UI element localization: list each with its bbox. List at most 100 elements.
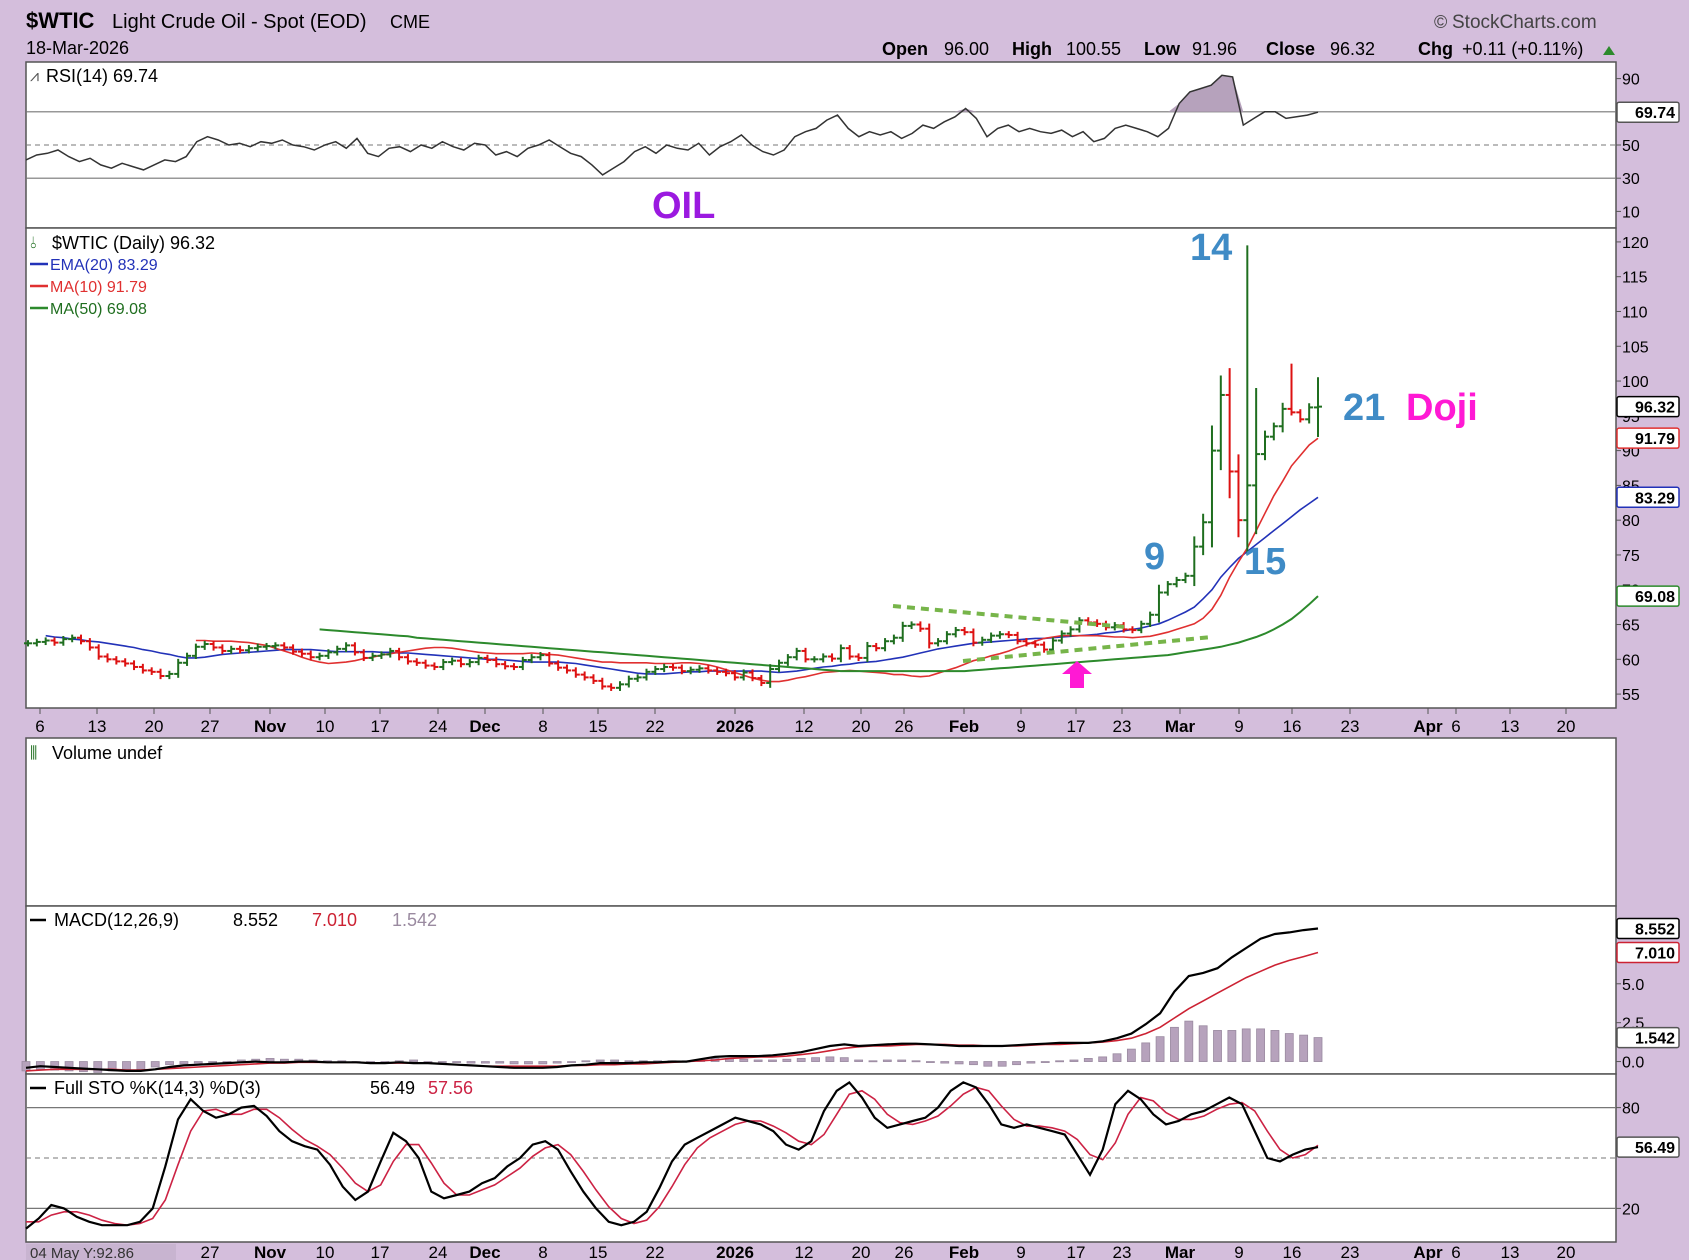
macd-histogram-bar bbox=[1170, 1026, 1179, 1062]
ma50-legend: MA(50) 69.08 bbox=[50, 301, 147, 318]
macd-histogram-bar bbox=[1299, 1034, 1309, 1062]
ohlc-bar bbox=[934, 638, 943, 647]
ohlc-bar bbox=[94, 644, 103, 660]
ohlc-bar bbox=[783, 654, 792, 666]
annotation-14: 14 bbox=[1190, 227, 1232, 269]
price-x-tick-label: 12 bbox=[795, 717, 814, 736]
price-tick-label-75: 75 bbox=[1622, 548, 1640, 565]
price-x-tick-label: Apr bbox=[1413, 717, 1443, 736]
bottom-x-tick-label: 17 bbox=[1067, 1243, 1086, 1260]
macd-histogram-bar bbox=[495, 1061, 505, 1064]
macd-histogram-bar bbox=[610, 1059, 619, 1062]
ohlc-bar bbox=[324, 649, 333, 659]
ohlc-bar bbox=[854, 653, 863, 662]
ohlc-bar bbox=[704, 665, 713, 674]
bottom-x-tick-label: 9 bbox=[1016, 1243, 1025, 1260]
ohlc-bar bbox=[350, 642, 359, 656]
macd-histogram-bar bbox=[1069, 1059, 1079, 1062]
bottom-x-tick-label: Dec bbox=[469, 1243, 500, 1260]
ohlc-bar bbox=[1066, 626, 1075, 637]
ohlc-bar bbox=[1287, 363, 1296, 416]
ohlc-bar bbox=[68, 634, 77, 643]
macd-histogram-bar bbox=[567, 1061, 576, 1063]
ma50-last-tag-box bbox=[1616, 585, 1680, 607]
ohlc-bar bbox=[253, 643, 262, 652]
macd-tick-label-5: 5.0 bbox=[1622, 977, 1644, 994]
sto-k-line bbox=[25, 1080, 1319, 1230]
ohlc-bar bbox=[624, 675, 633, 688]
macd-histogram-bar bbox=[1184, 1020, 1194, 1062]
price-tick-label-120: 120 bbox=[1622, 235, 1649, 252]
macd-histogram-bar bbox=[122, 1061, 131, 1070]
sto-plot: 80 20 56.49 bbox=[25, 1080, 1680, 1230]
ohlc-bar bbox=[978, 636, 987, 646]
macd-histogram-bar bbox=[969, 1061, 978, 1066]
ohlc-bar bbox=[686, 666, 695, 675]
ohlc-bar bbox=[951, 626, 960, 638]
macd-histogram-bar bbox=[1126, 1048, 1136, 1062]
ohlc-bar bbox=[1190, 536, 1199, 587]
bottom-x-tick-label: 26 bbox=[895, 1243, 914, 1260]
ema20-legend: EMA(20) 83.29 bbox=[50, 257, 158, 274]
macd-histogram-bar bbox=[165, 1061, 174, 1066]
volume-title: ⫼ Volume undef bbox=[30, 743, 163, 763]
volume-panel bbox=[25, 737, 1617, 907]
ohlc-bar bbox=[165, 670, 174, 680]
macd-histogram-bar bbox=[1155, 1036, 1165, 1062]
ohlc-bar bbox=[633, 674, 642, 682]
price-x-tick-label: 20 bbox=[1557, 717, 1576, 736]
ohlc-bar bbox=[395, 647, 404, 661]
ohlc-bar bbox=[845, 645, 854, 660]
rsi-overbought-fill bbox=[26, 75, 1318, 112]
ohlc-bar bbox=[713, 667, 722, 675]
ohlc-bar bbox=[801, 647, 810, 663]
annotation-doji: Doji bbox=[1406, 387, 1478, 429]
ohlc-bar bbox=[191, 643, 200, 659]
ohlc-bar bbox=[41, 637, 50, 646]
price-x-tick-label: 20 bbox=[852, 717, 871, 736]
date-readout: 04 May Y:92.86 bbox=[30, 1245, 134, 1260]
low-label: Low bbox=[1144, 39, 1181, 59]
date-readout-box bbox=[26, 1244, 176, 1260]
macd-last-tag-box bbox=[1616, 917, 1680, 940]
ohlc-bar bbox=[580, 671, 589, 681]
header-symbol: $WTIC bbox=[26, 8, 95, 33]
ohlc-bar bbox=[969, 628, 978, 647]
ohlc-bar bbox=[1013, 631, 1022, 645]
macd-histogram-bar bbox=[136, 1061, 146, 1070]
ohlc-bar bbox=[722, 668, 731, 677]
rsi-indicator-icon: ⩘ bbox=[30, 68, 39, 85]
macd-histogram-bar bbox=[1241, 1028, 1251, 1062]
macd-title-label: MACD(12,26,9) bbox=[54, 910, 179, 930]
watermark-copyright-symbol: © bbox=[1434, 12, 1447, 32]
ohlc-bar bbox=[439, 658, 448, 671]
ohlc-bar bbox=[465, 658, 474, 668]
price-x-tick-label: 10 bbox=[316, 717, 335, 736]
price-tick-label-55: 55 bbox=[1622, 687, 1640, 704]
macd-histogram-bar bbox=[954, 1061, 964, 1065]
ohlc-bar bbox=[1128, 626, 1137, 634]
ohlc-bar bbox=[748, 669, 757, 682]
macd-histogram-bar bbox=[193, 1061, 203, 1064]
price-x-tick-label: 20 bbox=[145, 717, 164, 736]
ohlc-bar bbox=[881, 638, 890, 652]
high-label: High bbox=[1012, 39, 1052, 59]
macd-histogram-bar bbox=[179, 1061, 189, 1065]
ohlc-bar bbox=[863, 641, 872, 663]
ohlc-bar bbox=[103, 653, 112, 663]
macd-title: MACD(12,26,9) 8.552 7.010 1.542 bbox=[30, 910, 437, 930]
macd-histogram-bar bbox=[739, 1058, 749, 1062]
sto-tick-label-80: 80 bbox=[1622, 1101, 1640, 1118]
rsi-last-value-tag-box bbox=[1616, 101, 1680, 123]
macd-histogram-bar bbox=[753, 1059, 763, 1062]
ohlc-bar bbox=[669, 663, 677, 671]
price-tick-label-115: 115 bbox=[1622, 270, 1648, 287]
ma50-line bbox=[319, 595, 1319, 673]
macd-histogram-bar bbox=[1112, 1053, 1122, 1062]
ohlc-bar bbox=[1022, 638, 1031, 647]
sto-d-line bbox=[26, 1086, 1319, 1227]
macd-histogram-bar bbox=[911, 1060, 921, 1063]
ohlc-bar bbox=[916, 621, 925, 632]
annotation-21: 21 bbox=[1343, 387, 1385, 429]
ohlc-bar bbox=[509, 663, 518, 671]
